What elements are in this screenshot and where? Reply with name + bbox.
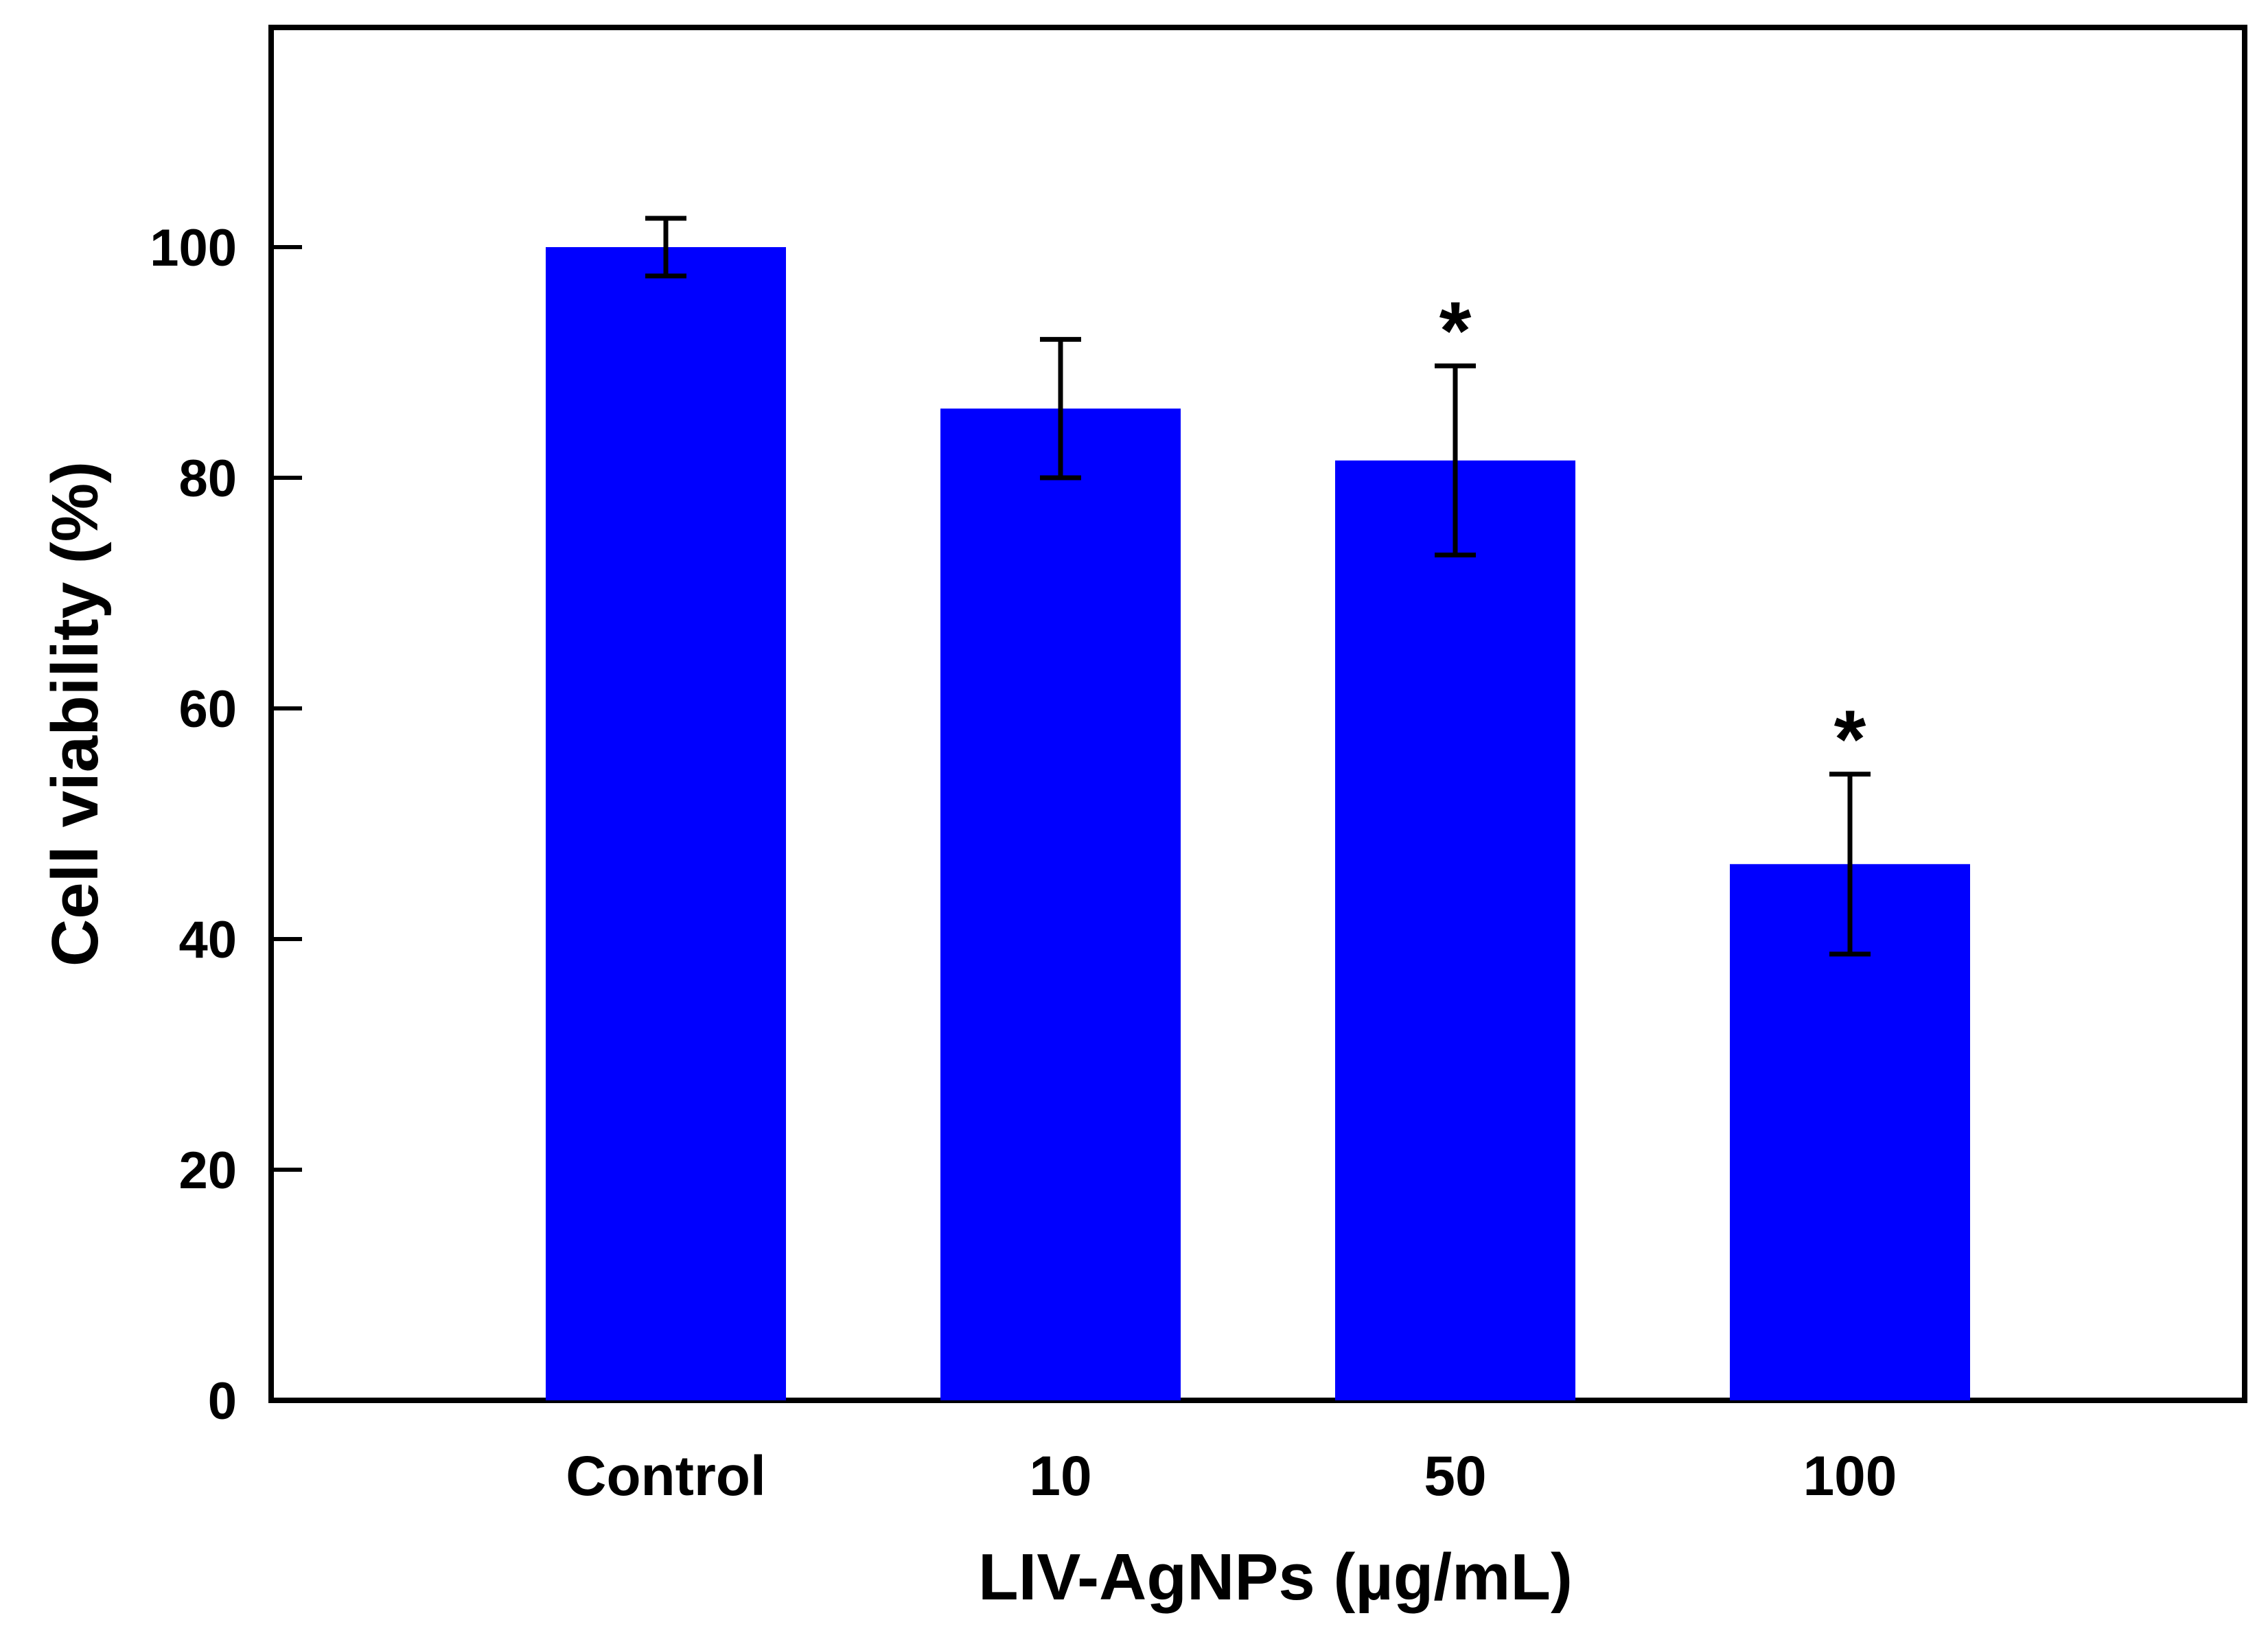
error-bars-layer [645,216,1871,957]
x-tick-label: 100 [1803,1445,1897,1507]
significance-marker: * [1439,285,1472,377]
y-tick-label: 0 [208,1372,237,1431]
y-tick-label: 60 [178,680,237,739]
x-axis: Control 10 50 100 [566,1445,1897,1507]
significance-marker: * [1834,693,1866,785]
y-tick-label: 100 [150,219,237,277]
x-axis-title: LIV-AgNPs (µg/mL) [978,1540,1573,1614]
bar-50 [1335,460,1575,1400]
x-tick-label: 10 [1029,1445,1091,1507]
x-tick-label: Control [566,1445,765,1507]
significance-layer: ** [1439,285,1866,785]
bar-control [546,247,786,1400]
y-tick-label: 20 [178,1142,237,1200]
plot-frame [268,25,2247,1403]
bars-layer [546,247,1970,1401]
y-axis: 0 20 40 60 80 100 [150,219,302,1431]
bar-10 [940,408,1181,1401]
y-axis-title: Cell viability (%) [38,461,112,967]
x-tick-label: 50 [1424,1445,1486,1507]
y-tick-label: 40 [178,911,237,969]
y-tick-label: 80 [178,450,237,508]
